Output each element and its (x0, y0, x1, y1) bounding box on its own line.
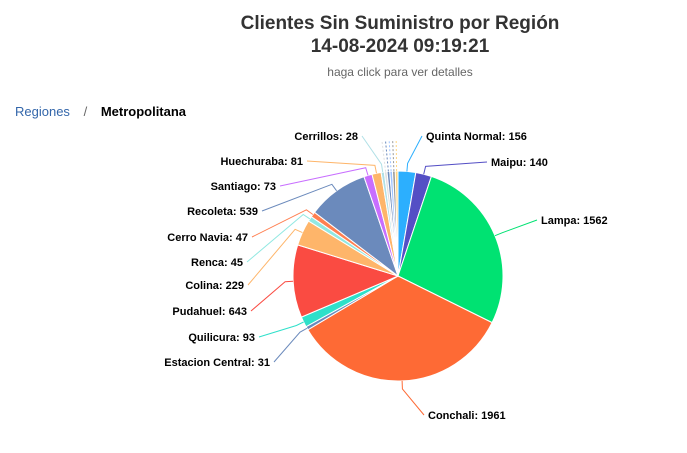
data-label-conchali: Conchali: 1961 (428, 410, 506, 422)
pie-slice-lampa[interactable] (397, 175, 504, 324)
connector-colina (247, 228, 303, 286)
data-label-lampa: Lampa: 1562 (541, 215, 608, 227)
chart-timestamp: 14-08-2024 09:19:21 (310, 36, 490, 57)
connector-maipu (423, 161, 488, 175)
breadcrumb-separator: / (83, 104, 88, 119)
data-label-renca: Renca: 45 (191, 257, 243, 269)
connector-huechuraba (306, 160, 377, 174)
data-label-maipu: Maipu: 140 (491, 157, 548, 169)
breadcrumb-regiones-link[interactable]: Regiones (15, 104, 70, 119)
data-label-cerrillos: Cerrillos: 28 (294, 131, 358, 143)
data-label-huechuraba: Huechuraba: 81 (220, 156, 303, 168)
connector-unlabeled (388, 141, 392, 172)
connector-cerro-navia (251, 209, 314, 238)
data-label-santiago: Santiago: 73 (211, 181, 276, 193)
data-label-cerro-navia: Cerro Navia: 47 (167, 232, 248, 244)
connector-pudahuel (250, 280, 294, 312)
connector-conchali (401, 380, 425, 416)
data-label-quilicura: Quilicura: 93 (188, 332, 255, 344)
breadcrumb-current: Metropolitana (100, 104, 187, 119)
pie-slice-pudahuel[interactable] (292, 244, 400, 318)
connector-quinta-normal (406, 135, 423, 172)
connector-unlabeled (381, 141, 387, 172)
connector-unlabeled (392, 141, 395, 172)
connector-recoleta (261, 183, 338, 212)
data-label-recoleta: Recoleta: 539 (187, 206, 258, 218)
chart-title: Clientes Sin Suministro por Región 14-08… (0, 12, 687, 58)
connector-quilicura (258, 321, 304, 338)
pie-slice-unlabeled[interactable] (394, 170, 399, 277)
chart-subtitle: haga click para ver detalles (327, 65, 473, 79)
data-label-pudahuel: Pudahuel: 643 (172, 306, 247, 318)
pie-slice-conchali[interactable] (307, 275, 493, 382)
data-label-quinta-normal: Quinta Normal: 156 (426, 131, 527, 143)
connector-lampa (494, 219, 538, 237)
connector-santiago (279, 167, 369, 187)
data-label-estacion-central: Estacion Central: 31 (164, 357, 270, 369)
connector-renca (246, 213, 311, 263)
connector-unlabeled (385, 141, 389, 172)
connector-estacion-central (273, 327, 308, 363)
data-label-colina: Colina: 229 (185, 280, 244, 292)
connector-cerrillos (361, 135, 384, 173)
breadcrumb: Regiones / Metropolitana (15, 104, 186, 119)
chart-title-text: Clientes Sin Suministro por Región (240, 13, 560, 34)
